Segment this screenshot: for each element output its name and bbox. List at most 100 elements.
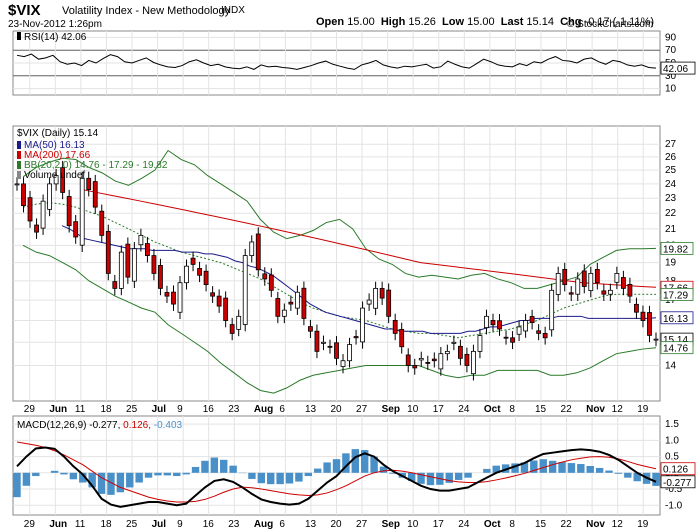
price-legend-volume: Volume undef	[24, 170, 85, 181]
security-name: Volatility Index - New Methodology	[62, 5, 231, 17]
macd-histogram-bar	[360, 450, 369, 473]
x-axis-label-bottom: 29	[24, 519, 36, 530]
x-axis-label: 19	[637, 404, 649, 415]
macd-histogram-bar	[191, 466, 200, 473]
x-axis-label-bottom: 11	[75, 519, 86, 530]
price-legend-ma50: MA(50) 16.13	[24, 140, 85, 151]
macd-histogram-bar	[32, 472, 40, 477]
candle-body	[464, 353, 470, 366]
x-axis-label-bottom: Sep	[382, 519, 400, 530]
open-value: 15.00	[347, 16, 375, 28]
exchange: INDX	[221, 5, 245, 16]
macd-histogram-bar	[97, 472, 106, 494]
candle-body	[151, 255, 157, 274]
open-label: Open	[316, 16, 345, 28]
macd-histogram-bar	[229, 465, 237, 473]
candle-body	[620, 277, 626, 289]
candle-body	[27, 197, 33, 222]
candle-body	[294, 291, 300, 309]
macd-histogram-bar	[107, 472, 115, 495]
candle-body	[308, 326, 313, 332]
price-tick-label: 25	[665, 165, 677, 176]
candle-body	[255, 233, 261, 271]
candle-body	[614, 273, 620, 283]
macd-histogram-bar	[492, 465, 500, 473]
macd-histogram-bar	[624, 472, 632, 478]
candle-body	[490, 319, 496, 326]
high-value: 15.26	[408, 16, 436, 28]
high-label: High	[380, 16, 406, 28]
candle-body	[431, 358, 437, 362]
macd-histogram-bar	[323, 462, 331, 473]
macd-tick-label: -0.5	[665, 484, 683, 495]
ma50-line	[61, 225, 657, 334]
x-axis-label-bottom: 15	[535, 519, 547, 530]
candle-body	[177, 282, 183, 313]
x-axis-label: 11	[75, 404, 86, 415]
price-tick-label: 22	[665, 208, 677, 219]
x-axis-label: 17	[433, 404, 445, 415]
low-label: Low	[442, 16, 465, 28]
candle-body	[405, 354, 411, 366]
x-axis-label-bottom: 25	[126, 519, 138, 530]
x-axis-label-bottom: 22	[561, 519, 573, 530]
macd-histogram-bar	[210, 457, 219, 473]
x-axis-label: Nov	[586, 404, 605, 415]
candle-body	[249, 241, 255, 256]
candle-body	[516, 326, 522, 335]
candle-body	[634, 303, 639, 313]
price-last-badge	[660, 311, 694, 325]
price-tick-label: 21	[665, 224, 677, 235]
macd-histogram-bar	[154, 472, 162, 476]
rsi-last-badge	[660, 61, 696, 75]
candle-body	[438, 353, 444, 370]
macd-histogram-bar	[69, 472, 78, 480]
rsi-tick-label: 30	[665, 71, 677, 82]
candle-body	[425, 362, 431, 364]
x-axis-label-bottom: 8	[509, 519, 515, 530]
price-last-badge	[660, 341, 694, 355]
candle-body	[14, 183, 20, 186]
candle-body	[575, 278, 581, 295]
x-axis-label: Oct	[484, 404, 501, 415]
macd-legend-part: 0.126,	[123, 420, 154, 431]
chg-label: Chg	[560, 16, 582, 28]
x-axis-label: 25	[126, 404, 138, 415]
candle-body	[418, 357, 424, 361]
rsi-legend: RSI(14) 42.06	[24, 32, 87, 43]
macd-histogram-bar	[13, 472, 21, 498]
candle-body	[171, 291, 176, 305]
chart-date: 23-Nov-2012 1:26pm	[8, 19, 102, 30]
x-axis-label: 27	[356, 404, 368, 415]
x-axis-label-bottom: 6	[279, 519, 285, 530]
candle-body	[131, 248, 137, 282]
macd-histogram-bar	[126, 472, 134, 488]
macd-histogram-bar	[464, 472, 472, 478]
candle-body	[105, 230, 111, 274]
candle-body	[79, 177, 85, 246]
x-axis-label-bottom: Oct	[484, 519, 501, 530]
candle-body	[477, 335, 483, 352]
rsi-tick-label: 90	[665, 32, 677, 43]
macd-histogram-bar	[633, 472, 641, 482]
macd-histogram-bar	[539, 459, 547, 473]
candle-body	[379, 287, 385, 299]
macd-histogram-bar	[60, 472, 68, 475]
x-axis-label-bottom: 10	[407, 519, 419, 530]
x-axis-label: Jul	[152, 404, 167, 415]
candle-body	[601, 290, 607, 295]
macd-signal-line	[16, 441, 657, 503]
candle-body	[627, 283, 633, 297]
candle-body	[412, 365, 418, 369]
candle-body	[281, 309, 287, 317]
price-last-label: 17.29	[663, 290, 688, 301]
rsi-legend-swatch	[17, 32, 21, 40]
candle-body	[34, 224, 39, 233]
x-axis-label-bottom: 20	[331, 519, 343, 530]
x-axis-label-bottom: Jun	[49, 519, 67, 530]
candle-body	[158, 265, 163, 289]
candle-body	[184, 265, 189, 284]
candle-body	[327, 345, 333, 348]
macd-tick-label: -1.0	[665, 500, 683, 511]
candle-body	[347, 344, 352, 362]
